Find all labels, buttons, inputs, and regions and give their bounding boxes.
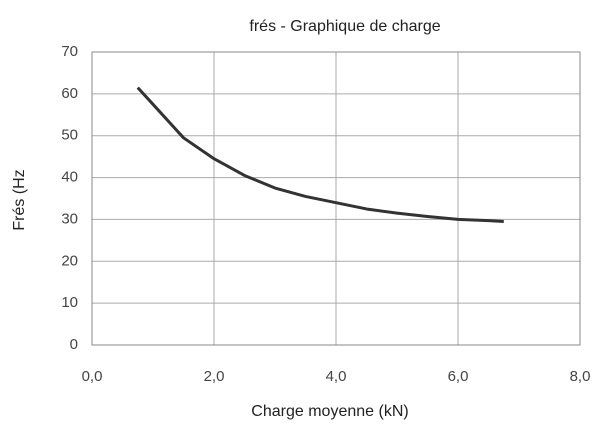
x-axis-label: Charge moyenne (kN) bbox=[251, 403, 408, 420]
x-tick-label: 4,0 bbox=[326, 368, 347, 385]
y-tick-label: 0 bbox=[70, 336, 78, 353]
y-axis-label: Frés (Hz bbox=[11, 169, 28, 230]
x-tick-label: 2,0 bbox=[204, 368, 225, 385]
x-tick-label: 0,0 bbox=[82, 368, 103, 385]
y-tick-label: 70 bbox=[61, 43, 78, 60]
plot-border bbox=[91, 51, 581, 346]
x-tick-label: 8,0 bbox=[570, 368, 591, 385]
chart-title: frés - Graphique de charge bbox=[249, 18, 440, 35]
y-tick-label: 50 bbox=[61, 127, 78, 144]
y-tick-label: 20 bbox=[61, 252, 78, 269]
y-tick-label: 30 bbox=[61, 210, 78, 227]
x-tick-label: 6,0 bbox=[448, 368, 469, 385]
data-line bbox=[136, 86, 504, 224]
y-tick-label: 10 bbox=[61, 294, 78, 311]
y-tick-label: 60 bbox=[61, 85, 78, 102]
y-tick-label: 40 bbox=[61, 169, 78, 186]
